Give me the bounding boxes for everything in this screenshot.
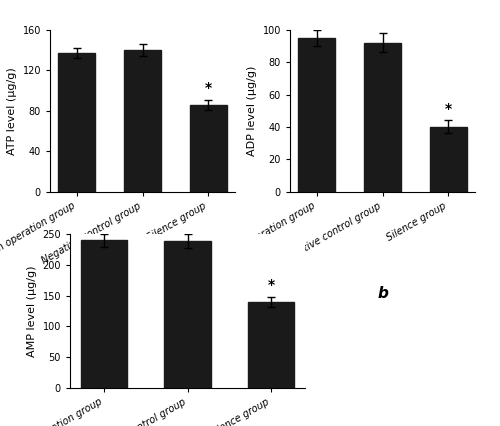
Y-axis label: AMP level (μg/g): AMP level (μg/g)	[27, 265, 37, 357]
Bar	[248, 302, 294, 388]
Text: *: *	[445, 102, 452, 115]
Bar	[364, 43, 400, 192]
Text: *: *	[205, 81, 212, 95]
Bar	[430, 127, 466, 192]
Text: b: b	[377, 285, 388, 301]
Y-axis label: ATP level (μg/g): ATP level (μg/g)	[7, 67, 17, 155]
Bar	[58, 53, 94, 192]
Text: *: *	[268, 278, 275, 292]
Bar	[190, 105, 226, 192]
Y-axis label: ADP level (μg/g): ADP level (μg/g)	[247, 66, 257, 156]
Text: a: a	[138, 285, 147, 301]
Bar	[124, 50, 160, 192]
Bar	[298, 38, 334, 192]
Bar	[164, 241, 210, 388]
Bar	[80, 240, 127, 388]
